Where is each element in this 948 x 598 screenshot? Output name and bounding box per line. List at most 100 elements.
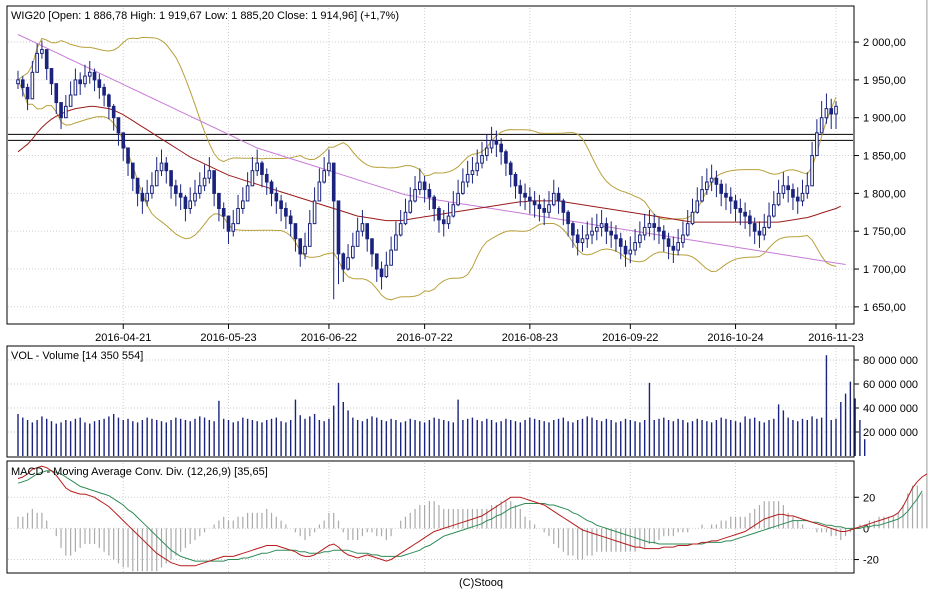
candle-body bbox=[456, 192, 460, 206]
candle-body bbox=[422, 181, 427, 191]
candle-body bbox=[781, 185, 786, 194]
macd-histogram bbox=[17, 0, 928, 572]
candle-body bbox=[427, 189, 432, 198]
candle-body bbox=[351, 245, 355, 259]
candle-body bbox=[748, 215, 752, 225]
candle-body bbox=[638, 234, 642, 244]
candle-body bbox=[59, 102, 63, 119]
candle-body bbox=[413, 189, 417, 202]
volume-title: VOL - Volume [14 350 554] bbox=[11, 350, 143, 362]
candle-body bbox=[432, 196, 436, 210]
candle-body bbox=[561, 200, 566, 213]
candle-body bbox=[724, 192, 728, 198]
macd-title: MACD - Moving Average Conv. Div. (12,26,… bbox=[11, 466, 268, 478]
candle-body bbox=[705, 181, 709, 191]
candle-body bbox=[346, 257, 350, 270]
candle-body bbox=[757, 230, 762, 236]
candle-body bbox=[25, 86, 30, 100]
candle-body bbox=[30, 71, 35, 100]
candle-body bbox=[327, 162, 331, 172]
candle-body bbox=[566, 211, 570, 225]
candle-body bbox=[121, 132, 126, 149]
candle-body bbox=[236, 208, 240, 225]
candle-body bbox=[322, 170, 326, 183]
candle-body bbox=[666, 238, 671, 247]
candle-body bbox=[408, 200, 413, 213]
price-x-label: 2016-10-24 bbox=[707, 332, 763, 344]
candle-body bbox=[370, 238, 374, 255]
candle-body bbox=[379, 268, 384, 278]
candle-body bbox=[126, 147, 130, 164]
candle-body bbox=[150, 185, 154, 194]
candle-body bbox=[461, 181, 465, 194]
candle-body bbox=[504, 151, 508, 164]
candle-body bbox=[513, 173, 518, 187]
candle-body bbox=[288, 215, 293, 225]
candle-body bbox=[102, 86, 106, 96]
candle-body bbox=[49, 68, 54, 85]
candle-body bbox=[709, 177, 714, 183]
volume-y-label: 80 000 000 bbox=[863, 355, 918, 367]
candle-body bbox=[16, 79, 20, 85]
candle-body bbox=[494, 139, 499, 145]
price-y-label: 1 700,00 bbox=[863, 264, 906, 276]
candle-body bbox=[217, 192, 221, 210]
candle-body bbox=[403, 211, 408, 225]
candle-body bbox=[207, 170, 212, 179]
candle-body bbox=[575, 234, 580, 244]
reference-lines bbox=[8, 133, 853, 141]
candle-body bbox=[695, 200, 700, 213]
candle-body bbox=[284, 208, 288, 217]
candle-body bbox=[685, 223, 690, 236]
candle-body bbox=[523, 192, 527, 198]
candle-body bbox=[556, 192, 561, 202]
candle-body bbox=[54, 83, 59, 104]
candle-body bbox=[202, 177, 207, 187]
candle-body bbox=[183, 196, 188, 210]
candle-body bbox=[336, 200, 341, 255]
candle-body bbox=[360, 223, 365, 232]
price-x-label: 2016-07-22 bbox=[396, 332, 452, 344]
candle-body bbox=[92, 71, 97, 81]
candle-body bbox=[815, 132, 819, 157]
candle-body bbox=[623, 245, 628, 255]
candle-body bbox=[130, 162, 135, 179]
macd-lines bbox=[17, 465, 928, 567]
candle-body bbox=[690, 211, 695, 225]
price-y-label: 2 000,00 bbox=[863, 37, 906, 49]
candle-body bbox=[107, 94, 111, 107]
candle-body bbox=[499, 143, 503, 153]
price-y-label: 1 900,00 bbox=[863, 113, 906, 125]
candle-body bbox=[274, 192, 279, 202]
candle-body bbox=[465, 173, 470, 183]
volume-y-axis: 80 000 000 60 000 000 40 000 000 20 000 000 bbox=[854, 355, 918, 439]
candle-body bbox=[159, 162, 164, 172]
candle-body bbox=[470, 170, 475, 175]
candle-body bbox=[374, 253, 379, 270]
candle-body bbox=[384, 264, 389, 278]
macd-y-axis: 20 0 -20 bbox=[854, 492, 879, 567]
macd-panel: 20 0 -20 MACD - Moving Average Conv. Div. … bbox=[6, 0, 928, 574]
candle-body bbox=[580, 238, 585, 244]
candle-body bbox=[188, 200, 193, 210]
volume-y-label: 60 000 000 bbox=[863, 379, 918, 391]
moving-averages bbox=[17, 34, 846, 265]
volume-panel-frame bbox=[6, 345, 855, 458]
candle-body bbox=[532, 200, 537, 206]
candle-body bbox=[647, 223, 652, 228]
candle-body bbox=[590, 230, 594, 236]
candle-body bbox=[154, 170, 159, 187]
candle-body bbox=[145, 192, 149, 202]
price-y-label: 1 750,00 bbox=[863, 226, 906, 238]
price-y-label: 1 850,00 bbox=[863, 151, 906, 163]
candle-body bbox=[64, 105, 68, 119]
candle-body bbox=[164, 162, 169, 172]
candle-body bbox=[484, 147, 489, 157]
candle-body bbox=[834, 105, 838, 115]
macd-y-label: 20 bbox=[863, 492, 875, 504]
candle-body bbox=[68, 94, 73, 107]
candle-body bbox=[771, 204, 776, 217]
candle-body bbox=[767, 215, 771, 228]
candle-body bbox=[528, 196, 532, 202]
